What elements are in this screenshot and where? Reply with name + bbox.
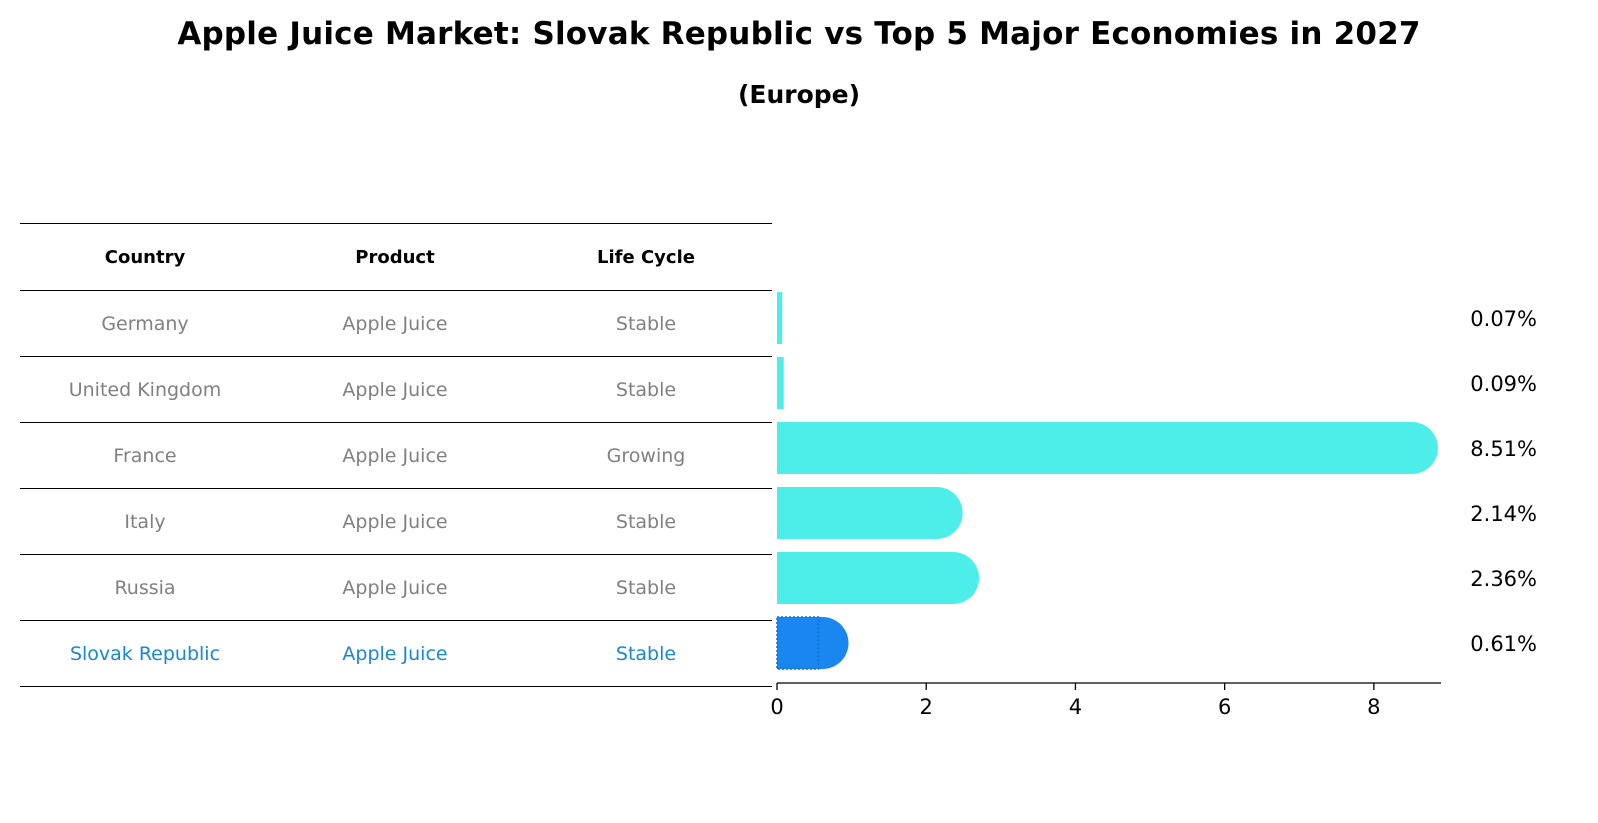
cell-life-cycle: Stable [520,290,772,357]
value-label: 0.07% [1470,307,1537,331]
header-life-cycle: Life Cycle [520,223,772,291]
cell-product: Apple Juice [270,554,520,621]
cell-product: Apple Juice [270,620,520,687]
country-table: Country Product Life Cycle Germany Apple… [20,223,772,687]
x-tick-label: 0 [770,695,783,719]
cell-country: Slovak Republic [20,620,270,687]
cell-country: United Kingdom [20,356,270,423]
bar-italy [777,487,963,539]
cell-life-cycle: Stable [520,356,772,423]
value-label: 0.09% [1470,372,1537,396]
table-row: Russia Apple Juice Stable [20,554,772,621]
header-product: Product [270,223,520,291]
value-label: 8.51% [1470,437,1537,461]
value-label: 2.14% [1470,502,1537,526]
table-row-highlight: Slovak Republic Apple Juice Stable [20,620,772,687]
bar-slovak-republic [777,617,849,669]
cell-life-cycle: Stable [520,488,772,555]
chart-subtitle: (Europe) [737,80,861,109]
cell-country: France [20,422,270,489]
table-row: Germany Apple Juice Stable [20,290,772,357]
value-label: 0.61% [1470,632,1537,656]
value-label: 2.36% [1470,567,1537,591]
table-row: United Kingdom Apple Juice Stable [20,356,772,423]
table-row: France Apple Juice Growing [20,422,772,489]
cell-life-cycle: Stable [520,620,772,687]
bar-chart: 0.07% 0.09% 8.51% 2.14% 2.36% 0.61% 0 2 4 6 8 [770,292,1537,719]
x-tick-label: 4 [1069,695,1082,719]
table-header-row: Country Product Life Cycle [20,223,772,291]
bar-france [777,422,1438,474]
header-country: Country [20,223,270,291]
bar-highlight-outline [776,616,820,670]
bar-germany [777,292,783,344]
chart-title: Apple Juice Market: Slovak Republic vs T… [177,16,1421,52]
bar-united-kingdom [777,357,784,409]
cell-life-cycle: Growing [520,422,772,489]
cell-country: Italy [20,488,270,555]
cell-product: Apple Juice [270,290,520,357]
x-tick-label: 6 [1218,695,1231,719]
bar-russia [777,552,980,604]
cell-product: Apple Juice [270,488,520,555]
cell-life-cycle: Stable [520,554,772,621]
cell-country: Germany [20,290,270,357]
cell-product: Apple Juice [270,356,520,423]
cell-product: Apple Juice [270,422,520,489]
cell-country: Russia [20,554,270,621]
x-tick-label: 8 [1367,695,1380,719]
x-tick-label: 2 [920,695,933,719]
table-row: Italy Apple Juice Stable [20,488,772,555]
